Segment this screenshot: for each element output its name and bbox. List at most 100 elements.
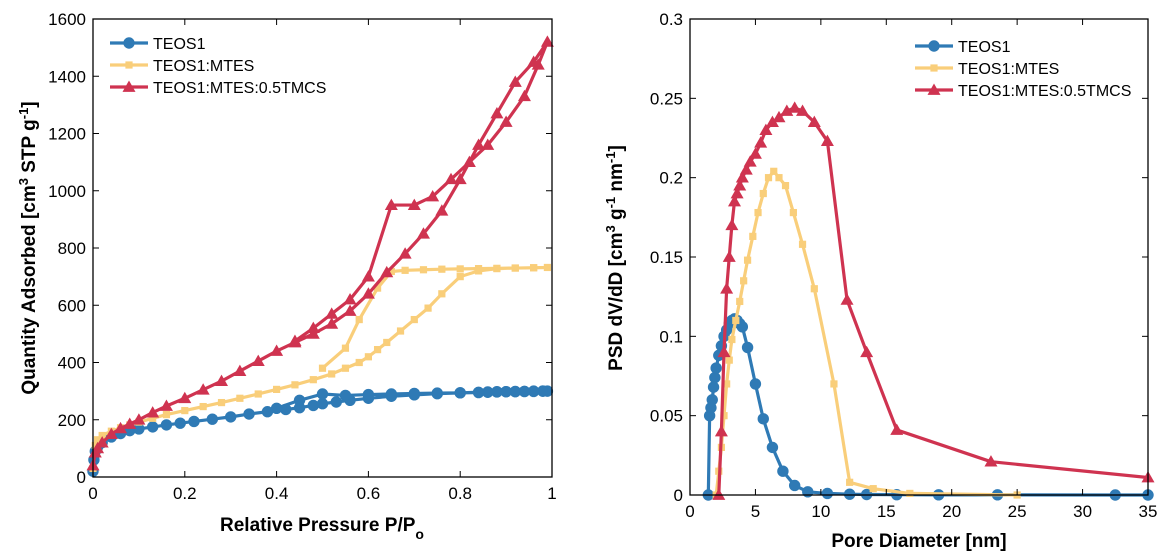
data-point [775,174,783,182]
data-point [780,104,794,116]
data-point [508,75,522,87]
data-point [789,208,797,217]
legend-entry: TEOS1 [110,36,206,53]
series-line [714,169,1018,497]
data-point [273,385,281,394]
data-point [777,465,789,477]
data-point [725,218,739,231]
data-point [199,402,207,411]
data-point [196,383,210,395]
data-point [759,123,773,135]
data-point [341,344,350,352]
legend-label: TEOS1 [153,36,206,53]
data-point [722,250,736,262]
data-point [174,417,186,429]
data-point [98,431,106,440]
data-point [444,172,458,185]
data-point [736,297,744,306]
data-point [343,304,357,316]
data-point [531,58,545,70]
x-tick-label: 20 [942,502,961,521]
x-tick-label: 1 [547,484,556,503]
data-point [766,441,779,454]
data-point [727,194,741,207]
data-point [709,371,721,384]
data-point [416,227,430,239]
data-point [730,187,744,199]
data-point [720,412,728,420]
y-tick-label: 0.25 [650,89,683,108]
x-tick-label: 25 [1008,502,1027,521]
x-tick-label: 15 [877,502,896,521]
data-point [764,174,773,182]
data-point [123,417,137,429]
data-point [740,277,748,285]
data-point [104,427,118,439]
data-point [407,198,421,210]
series-line [717,106,1149,496]
data-point [325,307,339,319]
data-point [408,387,420,400]
data-point [765,115,779,128]
data-point [162,410,171,419]
data-point [233,364,247,376]
y-tick-label: 800 [58,239,86,258]
data-point [788,101,802,113]
y-tick-label: 600 [58,296,86,315]
data-point [472,138,486,150]
data-point [530,264,538,272]
y-tick-label: 400 [58,354,86,373]
data-point [270,344,284,356]
data-point [810,285,818,293]
data-point [254,390,262,398]
data-point [424,304,432,312]
data-point [385,388,398,400]
data-point [291,381,299,389]
data-point [754,208,762,217]
x-tick-label: 5 [751,502,760,521]
data-point [114,421,128,434]
data-point [206,413,219,425]
legend-entry: TEOS1:MTES [915,61,1059,78]
data-point [188,415,200,428]
data-point [743,256,752,264]
data-point [316,398,329,410]
data-point [846,478,854,486]
data-point [160,419,173,431]
data-point [330,396,342,408]
y-tick-label: 200 [58,411,86,430]
data-point [714,425,728,437]
data-point [798,240,807,248]
data-point [788,479,801,492]
data-point [706,394,718,406]
data-point [95,436,109,448]
data-point [772,110,786,123]
data-point [830,380,838,388]
y-tick-label: 0.3 [659,10,683,29]
data-point [341,364,350,372]
x-tick-label: 10 [811,502,830,521]
x-tick-label: 35 [1139,502,1158,521]
series-2 [712,101,1155,500]
y-tick-label: 0.15 [650,248,683,267]
data-point [288,334,302,346]
data-point [384,198,398,210]
data-point [396,327,405,335]
data-point [293,394,306,406]
y-tick-label: 0 [674,486,683,505]
pore-size-distribution-chart: 0 5 10 15 20 25 30 35 0 0.05 0.1 0.15 0.2 0.25 0.3 Por… [603,10,1158,552]
data-point [178,391,192,404]
x-tick-label: 0 [685,502,694,521]
data-point [807,115,821,128]
y-tick-label: 0 [77,468,86,487]
data-point [472,386,485,399]
legend-entry: TEOS1:MTES:0.5TMCS [110,80,326,97]
data-point [270,402,283,414]
data-point [511,264,519,272]
x-tick-label: 0.8 [448,484,472,503]
y-tick-label: 0.05 [650,407,683,426]
x-axis-label-right: Pore Diameter [nm] [831,531,1006,552]
adsorption-isotherm-chart: 0 0.2 0.4 0.6 0.8 1 0 200 400 600 800 1000 1200 1400 1… [16,10,557,542]
legend-label: TEOS1:MTES:0.5TMCS [153,80,326,97]
